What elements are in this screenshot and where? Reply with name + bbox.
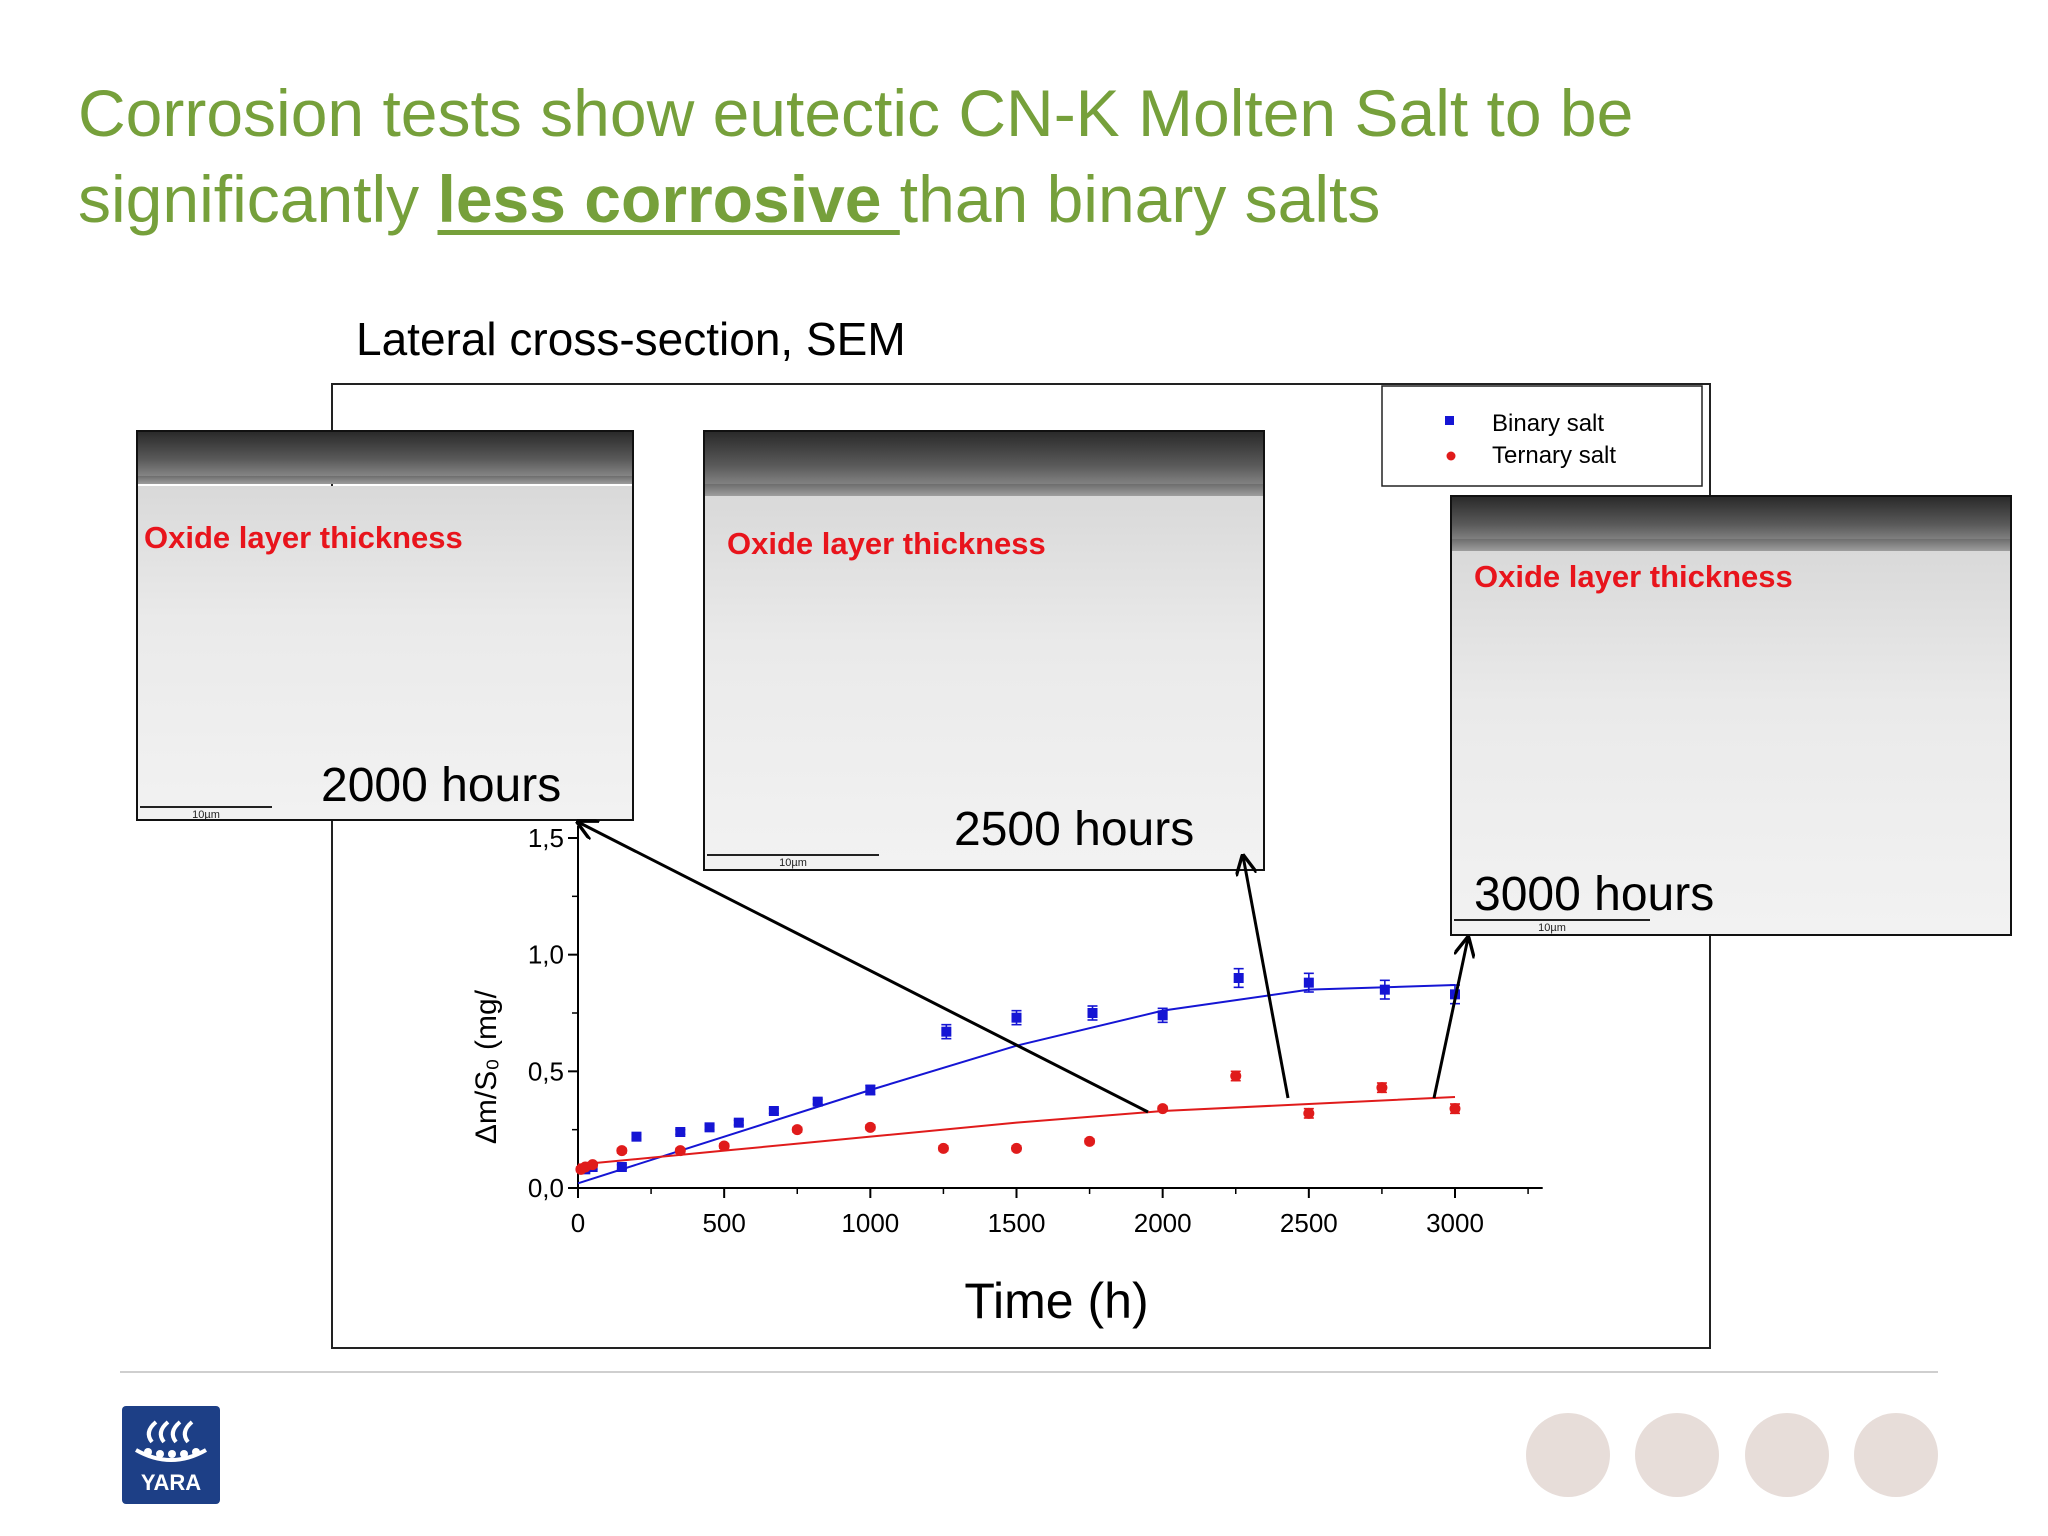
data-point-binary — [704, 1122, 715, 1133]
legend-label: Binary salt — [1492, 410, 1604, 437]
data-point-binary — [865, 1085, 876, 1095]
data-point-binary — [733, 1117, 744, 1128]
chart-axes: 0 500 1000 1500 2000 2500 3000 0,0 0,5 1,0 1,5 Time… — [470, 823, 1543, 1329]
logo-text: YARA — [140, 1470, 202, 1495]
data-point-binary — [616, 1162, 627, 1172]
legend-label: Ternary salt — [1492, 442, 1616, 469]
footer-divider — [120, 1371, 1938, 1373]
yara-logo: YARA — [122, 1406, 220, 1504]
oxide-caption: Oxide layer thickness — [727, 526, 1046, 561]
title-part1: Corrosion tests show eutectic CN-K Molte… — [78, 76, 1634, 236]
chart-legend: Binary salt Ternary salt — [1381, 385, 1703, 487]
nav-dot-2[interactable] — [1635, 1413, 1719, 1497]
hours-label: 3000 hours — [1474, 868, 1715, 921]
nav-dot-4[interactable] — [1854, 1413, 1938, 1497]
data-point-ternary — [1449, 1103, 1461, 1115]
data-point-binary — [1379, 984, 1390, 995]
data-point-ternary — [1376, 1082, 1388, 1094]
data-point-ternary — [587, 1159, 599, 1171]
scale-bar: 10µm — [707, 854, 879, 869]
data-point-ternary — [1303, 1107, 1315, 1119]
x-tick-label: 500 — [702, 1208, 745, 1238]
data-point-ternary — [1230, 1070, 1242, 1082]
data-point-binary — [675, 1127, 686, 1137]
nav-dot-1[interactable] — [1526, 1413, 1610, 1497]
data-point-ternary — [1084, 1135, 1096, 1147]
x-tick-label: 2500 — [1280, 1208, 1338, 1238]
scale-bar: 10µm — [1454, 919, 1650, 934]
hours-label: 2500 hours — [954, 803, 1195, 856]
data-point-binary — [631, 1131, 642, 1142]
x-tick-label: 0 — [571, 1208, 585, 1238]
data-point-ternary — [718, 1140, 730, 1152]
sem-image-2500h: Oxide layer thickness 2500 hours 10µm — [703, 430, 1265, 871]
data-point-binary — [1087, 1008, 1098, 1018]
y-tick-label: 0,0 — [528, 1173, 564, 1203]
x-tick-label: 1000 — [841, 1208, 899, 1238]
data-point-ternary — [674, 1145, 686, 1157]
slide-title: Corrosion tests show eutectic CN-K Molte… — [78, 70, 1978, 242]
data-point-binary — [1303, 977, 1314, 988]
data-point-ternary — [937, 1142, 949, 1154]
x-axis-label: Time (h) — [964, 1273, 1148, 1329]
data-point-ternary — [1011, 1142, 1022, 1154]
data-point-ternary — [791, 1124, 803, 1136]
data-point-binary — [812, 1096, 823, 1107]
x-tick-label: 1500 — [988, 1208, 1046, 1238]
legend-marker-binary — [1445, 416, 1454, 425]
y-tick-label: 0,5 — [528, 1056, 564, 1086]
data-point-binary — [1157, 1010, 1168, 1021]
sem-image-3000h: Oxide layer thickness 3000 hours 10µm — [1450, 495, 2012, 936]
title-part2: than binary salts — [899, 162, 1381, 236]
legend-marker-ternary — [1446, 451, 1456, 461]
data-point-binary — [941, 1026, 952, 1037]
x-tick-label: 2000 — [1134, 1208, 1192, 1238]
x-tick-label: 3000 — [1426, 1208, 1484, 1238]
sem-image-2000h: Oxide layer thickness 2000 hours 10µm — [136, 430, 634, 821]
data-point-ternary — [1157, 1103, 1169, 1115]
hours-label: 2000 hours — [321, 759, 562, 812]
scale-bar: 10µm — [140, 806, 272, 819]
y-axis-label: Δm/S₀ (mg/ — [470, 989, 503, 1144]
arrow-to-3000h — [1432, 938, 1468, 1099]
y-tick-label: 1,5 — [528, 823, 564, 853]
nav-dot-3[interactable] — [1745, 1413, 1829, 1497]
data-points — [575, 967, 1461, 1175]
arrow-to-2000h — [578, 822, 1149, 1114]
data-point-binary — [1011, 1012, 1022, 1023]
y-tick-label: 1,0 — [528, 940, 564, 970]
figure-subtitle: Lateral cross-section, SEM — [356, 313, 906, 365]
data-point-binary — [1233, 973, 1244, 983]
oxide-caption: Oxide layer thickness — [1474, 559, 1793, 594]
data-point-binary — [768, 1106, 779, 1116]
legend-box — [1381, 385, 1703, 487]
data-point-ternary — [864, 1121, 876, 1133]
data-point-ternary — [616, 1145, 628, 1157]
title-emphasis: less corrosive — [437, 162, 900, 236]
oxide-caption: Oxide layer thickness — [144, 520, 463, 555]
arrow-to-2500h — [1243, 856, 1290, 1099]
viking-ship-icon — [135, 1420, 207, 1462]
